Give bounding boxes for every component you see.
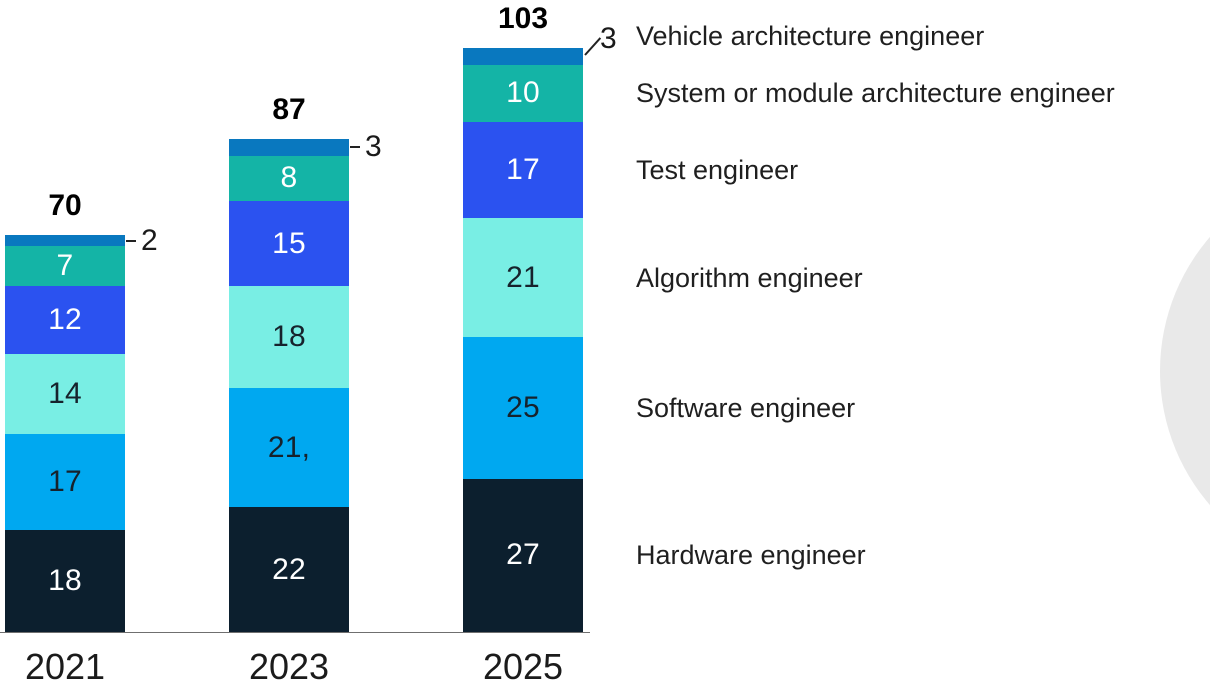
segment-hardware-engineer-2021: 18: [5, 529, 125, 632]
segment-value-label: 27: [506, 538, 540, 572]
legend-label-software-engineer: Software engineer: [636, 392, 856, 423]
x-axis-tick-label-2025: 2025: [482, 646, 564, 687]
segment-test-engineer-2023: 15: [229, 201, 349, 287]
segment-value-label: 7: [56, 249, 74, 283]
callout-value-label: 3: [600, 21, 617, 55]
callout-value-label: 3: [365, 130, 382, 164]
legend-label-test-engineer: Test engineer: [636, 154, 799, 185]
legend-label-vehicle-architecture-engineer: Vehicle architecture engineer: [636, 20, 985, 51]
segment-vehicle-architecture-engineer-2021: [5, 235, 125, 247]
segment-value-label: 10: [506, 76, 540, 110]
segment-system-or-module-architecture-engineer-2025: 10: [463, 65, 583, 122]
segment-value-label: 17: [48, 464, 82, 498]
decorative-circle: [1160, 166, 1210, 576]
legend-label-hardware-engineer: Hardware engineer: [636, 540, 866, 571]
segment-vehicle-architecture-engineer-2025: [463, 47, 583, 65]
segment-value-label: 15: [272, 226, 306, 260]
callout-line: [584, 37, 602, 56]
callout-line: [350, 146, 360, 149]
callout-line: [126, 239, 136, 242]
segment-algorithm-engineer-2025: 21: [463, 218, 583, 338]
segment-system-or-module-architecture-engineer-2021: 7: [5, 246, 125, 287]
segment-algorithm-engineer-2023: 18: [229, 286, 349, 389]
bar-total-label: 87: [272, 92, 306, 126]
segment-hardware-engineer-2025: 27: [463, 478, 583, 632]
bar-total-label: 70: [48, 189, 82, 223]
segment-value-label: 18: [272, 320, 306, 354]
segment-value-label: 21: [506, 260, 540, 294]
segment-value-label: 12: [48, 303, 82, 337]
segment-system-or-module-architecture-engineer-2023: 8: [229, 155, 349, 202]
callout-value-label: 2: [141, 223, 158, 257]
segment-value-label: 25: [506, 391, 540, 425]
segment-algorithm-engineer-2021: 14: [5, 354, 125, 434]
x-axis-line: [0, 632, 590, 633]
segment-software-engineer-2021: 17: [5, 433, 125, 530]
segment-test-engineer-2025: 17: [463, 121, 583, 219]
segment-hardware-engineer-2023: 22: [229, 507, 349, 632]
segment-value-label: 21,: [267, 430, 311, 464]
segment-value-label: 8: [280, 161, 298, 195]
segment-test-engineer-2021: 12: [5, 286, 125, 355]
segment-value-label: 17: [506, 152, 540, 186]
segment-value-label: 22: [272, 552, 306, 586]
legend-label-algorithm-engineer: Algorithm engineer: [636, 262, 863, 293]
segment-vehicle-architecture-engineer-2023: [229, 138, 349, 156]
segment-software-engineer-2023: 21,: [229, 388, 349, 508]
x-axis-tick-label-2023: 2023: [248, 646, 330, 687]
legend-label-system-or-module-architecture-engineer: System or module architecture engineer: [636, 78, 1115, 109]
x-axis-tick-label-2021: 2021: [24, 646, 106, 687]
segment-value-label: 14: [48, 376, 82, 410]
segment-software-engineer-2025: 25: [463, 337, 583, 479]
bar-total-label: 103: [497, 1, 549, 35]
segment-value-label: 18: [48, 563, 82, 597]
